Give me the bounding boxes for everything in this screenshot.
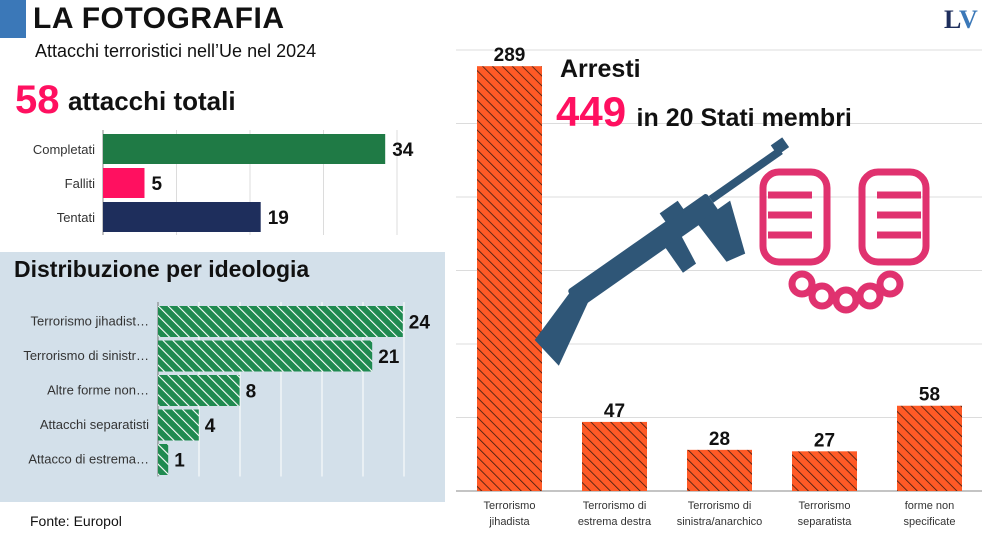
data-label: 289 bbox=[494, 45, 526, 66]
category-label: Terrorismo jihadist… bbox=[31, 314, 149, 329]
category-label: sinistra/anarchico bbox=[677, 516, 763, 528]
category-label: Terrorismo bbox=[799, 500, 851, 512]
data-label: 8 bbox=[246, 382, 257, 403]
page-subtitle: Attacchi terroristici nell’Ue nel 2024 bbox=[35, 41, 317, 61]
category-label: jihadista bbox=[488, 516, 530, 528]
category-label: Attacchi separatisti bbox=[40, 417, 149, 432]
bar bbox=[897, 405, 962, 491]
bar bbox=[582, 421, 647, 491]
bar bbox=[687, 449, 752, 491]
page-title: LA FOTOGRAFIA bbox=[33, 2, 285, 35]
arrests-number: 449 bbox=[556, 88, 627, 135]
data-label: 1 bbox=[174, 451, 185, 472]
total-attacks-number: 58 bbox=[15, 78, 60, 122]
logo-l: L bbox=[944, 5, 959, 34]
ideology-chart: Terrorismo jihadist… 24 Terrorismo di sini… bbox=[23, 302, 430, 477]
data-label: 47 bbox=[604, 401, 625, 422]
category-label: forme non bbox=[905, 500, 955, 512]
data-label: 5 bbox=[152, 174, 163, 195]
bar bbox=[792, 451, 857, 491]
category-label: Altre forme non… bbox=[47, 383, 149, 398]
arrests-total: 449 in 20 Stati membri bbox=[556, 88, 852, 136]
arrests-text: in 20 Stati membri bbox=[636, 104, 852, 132]
bar bbox=[477, 66, 542, 492]
data-label: 28 bbox=[709, 429, 730, 450]
category-label: Tentati bbox=[57, 210, 95, 225]
category-label: separatista bbox=[798, 516, 853, 528]
bar bbox=[103, 134, 386, 164]
arrests-label: Arresti bbox=[560, 55, 641, 83]
data-label: 24 bbox=[409, 313, 431, 334]
category-label: Terrorismo bbox=[484, 500, 536, 512]
handcuffs-icon bbox=[759, 168, 930, 314]
bar bbox=[158, 306, 403, 337]
category-label: Attacco di estrema… bbox=[28, 452, 149, 467]
attacks-chart: Completati 34 Falliti 5 Tentati 19 bbox=[33, 130, 414, 235]
category-label: Terrorismo di bbox=[688, 500, 752, 512]
total-attacks: 58 attacchi totali bbox=[15, 78, 236, 123]
total-attacks-label: attacchi totali bbox=[67, 86, 236, 116]
logo-v: V bbox=[958, 5, 978, 34]
bar bbox=[103, 202, 261, 232]
logo: LV bbox=[944, 5, 978, 35]
bar bbox=[158, 444, 169, 475]
data-label: 34 bbox=[392, 140, 414, 161]
category-label: specificate bbox=[904, 516, 956, 528]
category-label: Falliti bbox=[65, 176, 95, 191]
category-label: estrema destra bbox=[578, 516, 652, 528]
bar bbox=[158, 375, 240, 406]
category-label: Completati bbox=[33, 142, 95, 157]
data-label: 27 bbox=[814, 430, 835, 451]
rifle-icon bbox=[534, 137, 790, 366]
bar bbox=[158, 340, 373, 372]
category-label: Terrorismo di sinistr… bbox=[23, 348, 149, 363]
data-label: 4 bbox=[205, 416, 216, 437]
data-label: 19 bbox=[268, 208, 289, 229]
bar bbox=[158, 409, 199, 441]
bar bbox=[103, 168, 145, 198]
ideology-title: Distribuzione per ideologia bbox=[14, 256, 310, 282]
source-note: Fonte: Europol bbox=[30, 513, 122, 529]
data-label: 58 bbox=[919, 385, 940, 406]
category-label: Terrorismo di bbox=[583, 500, 647, 512]
accent-square bbox=[0, 0, 26, 38]
data-label: 21 bbox=[378, 347, 400, 368]
